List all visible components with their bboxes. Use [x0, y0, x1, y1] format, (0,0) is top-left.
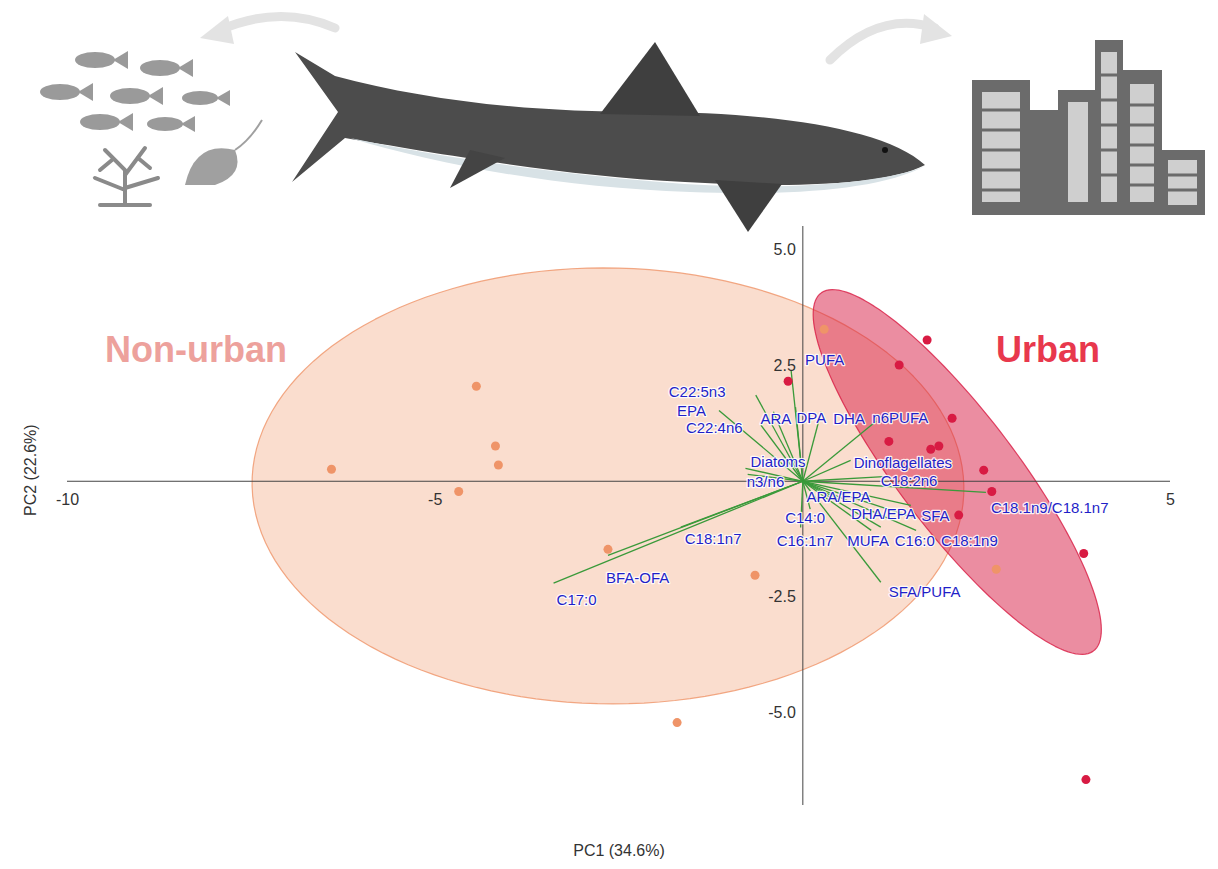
svg-text:C17:0: C17:0 — [557, 591, 597, 608]
svg-text:n6PUFA: n6PUFA — [872, 409, 928, 426]
svg-text:PC1 (34.6%): PC1 (34.6%) — [573, 842, 665, 859]
svg-text:EPA: EPA — [677, 402, 706, 419]
svg-text:DPA: DPA — [796, 409, 826, 426]
svg-text:C14:0: C14:0 — [785, 509, 825, 526]
svg-text:n3/n6: n3/n6 — [747, 473, 785, 490]
svg-text:C16:0: C16:0 — [895, 532, 935, 549]
svg-text:C22:5n3: C22:5n3 — [669, 383, 726, 400]
svg-text:DHA: DHA — [833, 410, 865, 427]
svg-text:-10: -10 — [56, 491, 79, 508]
svg-text:PUFA: PUFA — [805, 351, 844, 368]
svg-text:-5.0: -5.0 — [768, 704, 796, 721]
html-text:Non-urban: Non-urban — [105, 329, 287, 370]
svg-text:MUFA: MUFA — [847, 532, 889, 549]
svg-text:PC2 (22.6%): PC2 (22.6%) — [22, 424, 39, 516]
svg-text:2.5: 2.5 — [774, 357, 796, 374]
svg-text:SFA: SFA — [921, 507, 949, 524]
svg-text:C16:1n7: C16:1n7 — [777, 532, 834, 549]
svg-text:SFA/PUFA: SFA/PUFA — [889, 583, 961, 600]
html-text:Urban: Urban — [996, 329, 1100, 370]
svg-text:5.0: 5.0 — [774, 241, 796, 258]
svg-text:BFA-OFA: BFA-OFA — [606, 569, 669, 586]
svg-text:ARA: ARA — [760, 410, 791, 427]
svg-text:ARA/EPA: ARA/EPA — [807, 488, 871, 505]
svg-text:DHA/EPA: DHA/EPA — [851, 505, 916, 522]
svg-text:5: 5 — [1166, 491, 1175, 508]
svg-text:Diatoms: Diatoms — [750, 453, 805, 470]
svg-text:Dinoflagellates: Dinoflagellates — [854, 454, 952, 471]
svg-text:C22:4n6: C22:4n6 — [686, 419, 743, 436]
svg-text:C18:1n7: C18:1n7 — [685, 530, 742, 547]
svg-text:C18:2n6: C18:2n6 — [881, 472, 938, 489]
svg-text:-2.5: -2.5 — [768, 588, 796, 605]
svg-text:C18:1n9: C18:1n9 — [941, 532, 998, 549]
svg-text:C18.1n9/C18.1n7: C18.1n9/C18.1n7 — [991, 499, 1109, 516]
svg-text:-5: -5 — [428, 491, 442, 508]
